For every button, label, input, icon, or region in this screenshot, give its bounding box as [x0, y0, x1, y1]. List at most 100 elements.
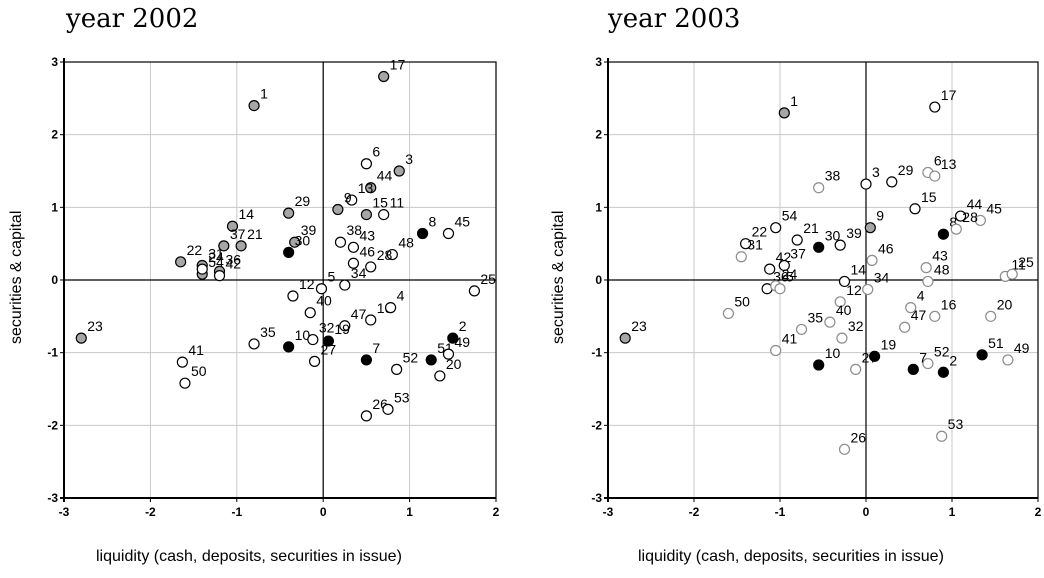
data-point-label: 54 — [208, 254, 224, 270]
y-tick-label: -1 — [591, 346, 602, 360]
data-point — [442, 227, 455, 240]
data-point — [360, 410, 372, 422]
data-point — [735, 251, 747, 263]
x-tick-label: -3 — [59, 505, 70, 519]
data-point-label: 7 — [372, 340, 380, 356]
data-point-label: 5 — [327, 269, 335, 285]
data-point — [866, 254, 878, 266]
data-point — [382, 403, 394, 415]
data-point-label: 22 — [187, 242, 203, 258]
data-point-label: 2 — [949, 352, 957, 368]
data-point-label: 54 — [782, 208, 798, 224]
data-point — [332, 203, 344, 216]
data-point — [836, 332, 848, 344]
data-point-label: 41 — [188, 342, 204, 358]
data-point-label: 39 — [846, 225, 862, 241]
data-point-label: 48 — [934, 261, 950, 277]
x-tick-label: 2 — [493, 505, 500, 519]
data-point-label: 15 — [921, 189, 937, 205]
data-point — [175, 256, 187, 268]
data-point-label: 19 — [334, 321, 350, 337]
data-point-label: 28 — [377, 247, 393, 263]
data-point-label: 3 — [872, 164, 880, 180]
data-point-label: 26 — [851, 429, 867, 445]
data-point-label: 29 — [295, 193, 311, 209]
x-axis-label: liquidity (cash, deposits, securities in… — [638, 548, 944, 565]
data-point — [936, 430, 948, 442]
data-point — [907, 363, 919, 375]
x-axis-label: liquidity (cash, deposits, securities in… — [96, 548, 402, 565]
data-point — [869, 350, 881, 362]
data-point-label: 47 — [351, 306, 367, 322]
data-point — [425, 354, 437, 366]
x-tick-label: 0 — [320, 505, 327, 519]
data-point — [795, 323, 808, 336]
data-point — [909, 203, 921, 215]
data-point-label: 10 — [295, 327, 311, 343]
data-point-label: 41 — [782, 330, 798, 346]
data-point-label: 43 — [932, 248, 948, 264]
data-point — [929, 170, 941, 182]
data-point-label: 44 — [967, 196, 983, 212]
data-point-label: 3 — [405, 151, 413, 167]
data-point — [974, 214, 986, 227]
data-point-label: 30 — [825, 227, 841, 243]
data-point-label: 31 — [208, 245, 224, 261]
y-tick-label: -2 — [591, 418, 602, 432]
data-point-label: 51 — [988, 335, 1004, 351]
data-point-label: 10 — [825, 345, 841, 361]
data-point — [976, 349, 988, 361]
x-tick-label: -2 — [145, 505, 156, 519]
data-point-label: 34 — [874, 269, 890, 285]
x-tick-label: -2 — [689, 505, 700, 519]
data-point — [937, 366, 949, 378]
data-point — [813, 359, 825, 371]
data-point-label: 45 — [986, 200, 1002, 216]
data-point — [283, 246, 295, 258]
data-point — [813, 241, 825, 253]
data-point — [838, 443, 851, 455]
data-point — [434, 370, 446, 382]
y-tick-label: 2 — [51, 128, 58, 142]
data-point — [770, 344, 782, 357]
data-point-label: 48 — [398, 235, 414, 251]
data-point — [1002, 354, 1014, 366]
y-tick-label: 0 — [51, 273, 58, 287]
data-point-label: 39 — [301, 222, 317, 238]
data-point-label: 31 — [747, 237, 763, 253]
data-point-label: 38 — [346, 222, 362, 238]
data-point — [929, 310, 941, 322]
data-point-label: 12 — [846, 282, 862, 298]
data-point-label: 35 — [808, 309, 824, 325]
x-tick-label: -3 — [603, 505, 614, 519]
data-point-label: 36 — [226, 251, 242, 267]
x-tick-label: -1 — [775, 505, 786, 519]
data-point-label: 43 — [359, 227, 375, 243]
data-point-label: 13 — [358, 180, 374, 196]
data-point — [307, 333, 319, 346]
data-point-label: 24 — [782, 266, 798, 282]
data-point-label: 14 — [851, 261, 867, 277]
data-point — [774, 283, 786, 295]
data-point-label: 29 — [898, 162, 914, 178]
y-tick-label: 3 — [51, 55, 58, 69]
data-point — [315, 283, 328, 295]
data-point-label: 50 — [734, 293, 750, 309]
data-point — [386, 248, 398, 261]
data-point — [416, 227, 429, 240]
data-point — [920, 262, 932, 274]
data-point — [360, 158, 372, 170]
data-point-label: 25 — [480, 271, 496, 287]
data-point-label: 34 — [351, 265, 367, 281]
data-point — [347, 257, 360, 269]
data-point — [834, 239, 846, 251]
data-point — [365, 314, 377, 326]
data-point — [283, 207, 295, 219]
x-tick-label: 2 — [1035, 505, 1042, 519]
data-point — [213, 270, 226, 282]
data-point — [391, 363, 403, 375]
data-point — [322, 335, 334, 347]
data-point-label: 21 — [247, 226, 263, 242]
data-point — [339, 279, 351, 291]
